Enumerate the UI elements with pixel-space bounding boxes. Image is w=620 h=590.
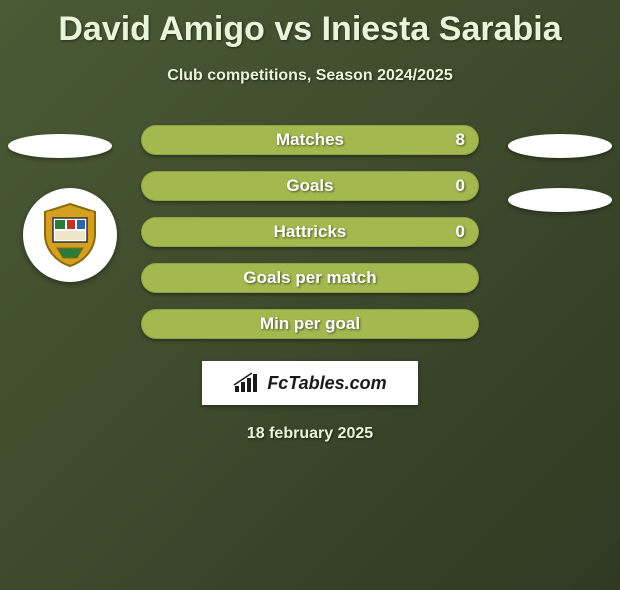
date-line: 18 february 2025 [0,425,620,443]
stat-pill: Min per goal [141,309,479,339]
bar-chart-icon [233,372,259,394]
brand-box[interactable]: FcTables.com [202,361,418,405]
stat-label: Matches [276,130,344,150]
stat-row-min-per-goal: Min per goal [0,301,620,347]
brand-text: FcTables.com [267,373,386,394]
stat-pill: Goals 0 [141,171,479,201]
stat-pill: Matches 8 [141,125,479,155]
stat-label: Hattricks [274,222,347,242]
stat-value-right: 0 [456,222,465,242]
page-subtitle: Club competitions, Season 2024/2025 [0,67,620,85]
stat-row-goals: Goals 0 [0,163,620,209]
page-title: David Amigo vs Iniesta Sarabia [0,10,620,49]
stat-row-goals-per-match: Goals per match [0,255,620,301]
stat-value-right: 8 [456,130,465,150]
stat-row-matches: Matches 8 [0,117,620,163]
stat-value-right: 0 [456,176,465,196]
stats-area: Matches 8 Goals 0 Hattricks 0 Goals per … [0,117,620,347]
stat-pill: Goals per match [141,263,479,293]
stat-label: Min per goal [260,314,360,334]
stat-label: Goals [286,176,333,196]
stat-row-hattricks: Hattricks 0 [0,209,620,255]
stat-label: Goals per match [243,268,376,288]
stat-pill: Hattricks 0 [141,217,479,247]
